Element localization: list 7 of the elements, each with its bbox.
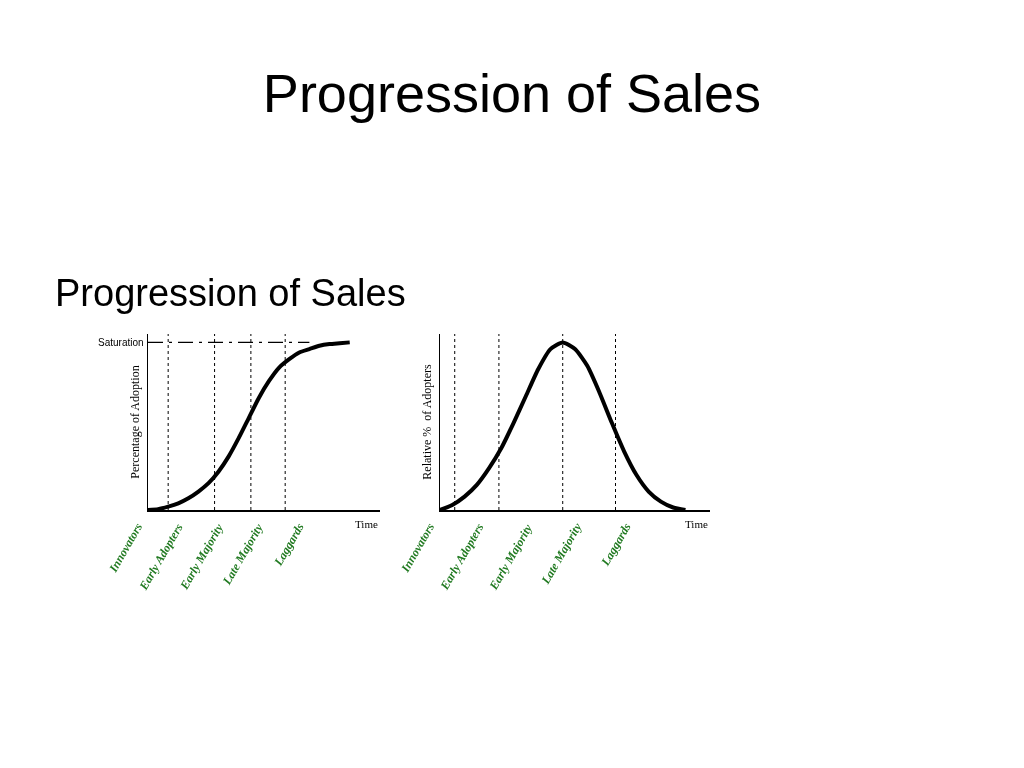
y-axis-title: Relative % of Adopters [420,364,435,480]
text: Progression of Sales [261,62,763,124]
x-axis-title: Time [685,518,708,530]
y-axis-title: Percentage of Adoption [128,365,143,479]
x-axis-title: Time [355,518,378,530]
chart-subtitle: Progression of Sales [55,272,406,315]
ref-line-label: Saturation [98,337,144,348]
